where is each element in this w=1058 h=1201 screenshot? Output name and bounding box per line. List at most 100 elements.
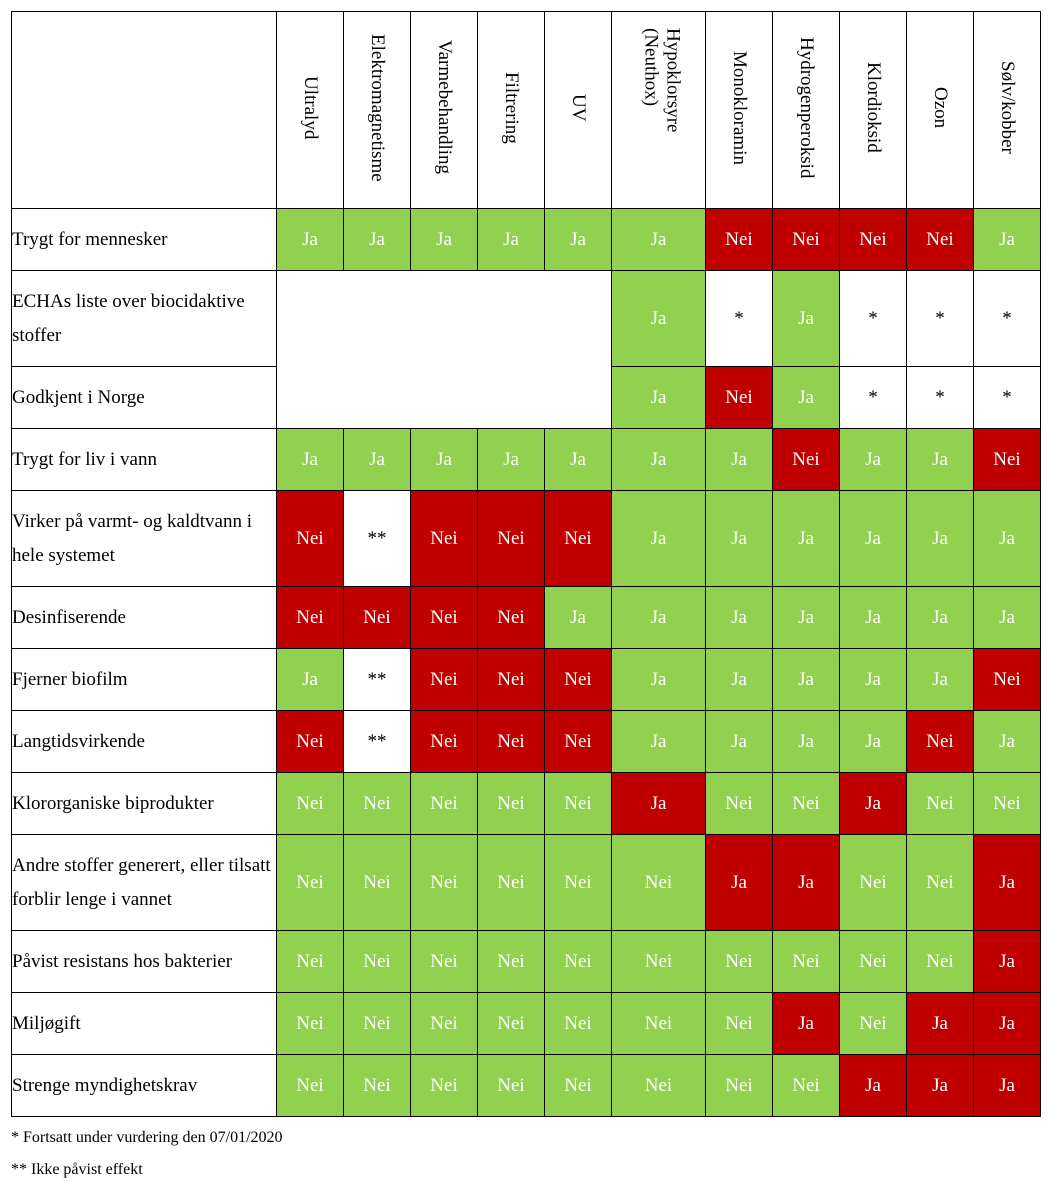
table-cell: Nei bbox=[705, 366, 773, 429]
row-label: Miljøgift bbox=[11, 992, 277, 1055]
table-cell: Nei bbox=[343, 1054, 411, 1117]
column-header-filtrering: Filtrering bbox=[477, 11, 545, 209]
table-cell: Ja bbox=[611, 270, 706, 367]
footnote-no-effect: ** Ikke påvist effekt bbox=[11, 1161, 143, 1178]
table-cell: Nei bbox=[343, 834, 411, 931]
table-cell: Ja bbox=[611, 710, 706, 773]
row-label: Virker på varmt- og kaldtvann i hele sys… bbox=[11, 490, 277, 587]
table-cell: Nei bbox=[906, 930, 974, 993]
table-cell: Nei bbox=[343, 772, 411, 835]
table-cell: Nei bbox=[276, 772, 344, 835]
table-cell: * bbox=[906, 270, 974, 367]
table-cell: Nei bbox=[410, 772, 478, 835]
comparison-table: Ultralyd Elektromagnetisme Varmebehandli… bbox=[11, 11, 1041, 1117]
table-row: Påvist resistans hos bakterier Nei Nei Nei N… bbox=[11, 930, 1041, 993]
table-cell: Ja bbox=[611, 490, 706, 587]
table-cell: Ja bbox=[410, 428, 478, 491]
row-label: Andre stoffer generert, eller tilsatt fo… bbox=[11, 834, 277, 931]
table-cell: Nei bbox=[611, 992, 706, 1055]
table-cell: Nei bbox=[276, 992, 344, 1055]
table-cell: Nei bbox=[705, 208, 773, 271]
table-cell: Ja bbox=[276, 208, 344, 271]
table-cell: Ja bbox=[544, 428, 612, 491]
table-cell: Ja bbox=[705, 428, 773, 491]
table-cell: Ja bbox=[973, 1054, 1041, 1117]
column-header-ultralyd: Ultralyd bbox=[276, 11, 344, 209]
table-cell: Nei bbox=[906, 710, 974, 773]
table-cell: Ja bbox=[343, 208, 411, 271]
row-label: Godkjent i Norge bbox=[11, 366, 277, 429]
table-cell: * bbox=[906, 366, 974, 429]
table-cell: Nei bbox=[276, 710, 344, 773]
table-cell: ** bbox=[343, 710, 411, 773]
table-cell: Nei bbox=[477, 992, 545, 1055]
table-cell: Nei bbox=[343, 992, 411, 1055]
table-cell: Ja bbox=[839, 586, 907, 649]
table-cell: Ja bbox=[973, 992, 1041, 1055]
table-cell: Nei bbox=[477, 648, 545, 711]
table-cell: Ja bbox=[973, 930, 1041, 993]
table-cell: Nei bbox=[410, 930, 478, 993]
table-cell: Nei bbox=[410, 1054, 478, 1117]
table-cell: Nei bbox=[839, 930, 907, 993]
table-cell: Ja bbox=[772, 648, 840, 711]
table-cell: Nei bbox=[973, 428, 1041, 491]
table-cell: Ja bbox=[973, 710, 1041, 773]
table-cell: Nei bbox=[410, 586, 478, 649]
table-body: Trygt for mennesker Ja Ja Ja Ja Ja Ja Nei Nei Nei… bbox=[11, 208, 1041, 1117]
column-header-ozon: Ozon bbox=[906, 11, 974, 209]
table-cell: Ja bbox=[772, 834, 840, 931]
table-cell: Ja bbox=[477, 208, 545, 271]
table-cell: Ja bbox=[772, 490, 840, 587]
table-cell: Nei bbox=[477, 490, 545, 587]
table-cell: Nei bbox=[772, 428, 840, 491]
column-header-varmebehandling: Varmebehandling bbox=[410, 11, 478, 209]
row-label: Trygt for liv i vann bbox=[11, 428, 277, 491]
table-row: Andre stoffer generert, eller tilsatt fo… bbox=[11, 834, 1041, 931]
table-cell: Ja bbox=[973, 834, 1041, 931]
table-cell: Nei bbox=[839, 992, 907, 1055]
table-cell: Nei bbox=[906, 772, 974, 835]
table-cell: Nei bbox=[772, 1054, 840, 1117]
table-cell: Nei bbox=[276, 1054, 344, 1117]
table-cell: Ja bbox=[611, 366, 706, 429]
column-header-hypoklorsyre: Hypoklorsyre (Neuthox) bbox=[611, 11, 706, 209]
table-cell: Nei bbox=[906, 208, 974, 271]
table-cell: Nei bbox=[276, 834, 344, 931]
table-cell: Nei bbox=[276, 586, 344, 649]
column-header-elektromagnetisme: Elektromagnetisme bbox=[343, 11, 411, 209]
table-row: Langtidsvirkende Nei ** Nei Nei Nei Ja Ja Ja Ja Ne… bbox=[11, 710, 1041, 773]
row-label: ECHAs liste over biocidaktive stoffer bbox=[11, 270, 277, 367]
table-cell: Ja bbox=[705, 710, 773, 773]
table-cell: Ja bbox=[611, 208, 706, 271]
table-cell: Nei bbox=[906, 834, 974, 931]
table-cell: Ja bbox=[772, 366, 840, 429]
table-cell: Nei bbox=[477, 772, 545, 835]
header-row: Ultralyd Elektromagnetisme Varmebehandli… bbox=[11, 11, 1041, 209]
table-row: Trygt for liv i vann Ja Ja Ja Ja Ja Ja Ja Nei Ja J… bbox=[11, 428, 1041, 491]
blank-merged-cell bbox=[276, 270, 612, 429]
table-row: Fjerner biofilm Ja ** Nei Nei Nei Ja Ja Ja Ja Ja Ne… bbox=[11, 648, 1041, 711]
footnote-under-review: * Fortsatt under vurdering den 07/01/202… bbox=[11, 1129, 283, 1146]
table-cell: Nei bbox=[611, 1054, 706, 1117]
table-cell: Ja bbox=[906, 1054, 974, 1117]
table-cell: Ja bbox=[839, 710, 907, 773]
table-cell: Nei bbox=[477, 834, 545, 931]
table-cell: Nei bbox=[544, 834, 612, 931]
table-cell: Nei bbox=[544, 1054, 612, 1117]
table-cell: Nei bbox=[705, 772, 773, 835]
table-cell: Ja bbox=[772, 270, 840, 367]
table-cell: Nei bbox=[973, 648, 1041, 711]
row-label: Fjerner biofilm bbox=[11, 648, 277, 711]
table-cell: Ja bbox=[705, 648, 773, 711]
table-cell: Nei bbox=[772, 208, 840, 271]
table-cell: Ja bbox=[544, 208, 612, 271]
table-cell: * bbox=[839, 366, 907, 429]
column-header-klordioksid: Klordioksid bbox=[839, 11, 907, 209]
table-cell: Ja bbox=[906, 428, 974, 491]
table-cell: Nei bbox=[477, 710, 545, 773]
table-cell: Ja bbox=[772, 710, 840, 773]
table-cell: Nei bbox=[544, 648, 612, 711]
table-cell: Ja bbox=[906, 586, 974, 649]
table-row: ECHAs liste over biocidaktive stoffer Ja *… bbox=[11, 270, 1041, 429]
